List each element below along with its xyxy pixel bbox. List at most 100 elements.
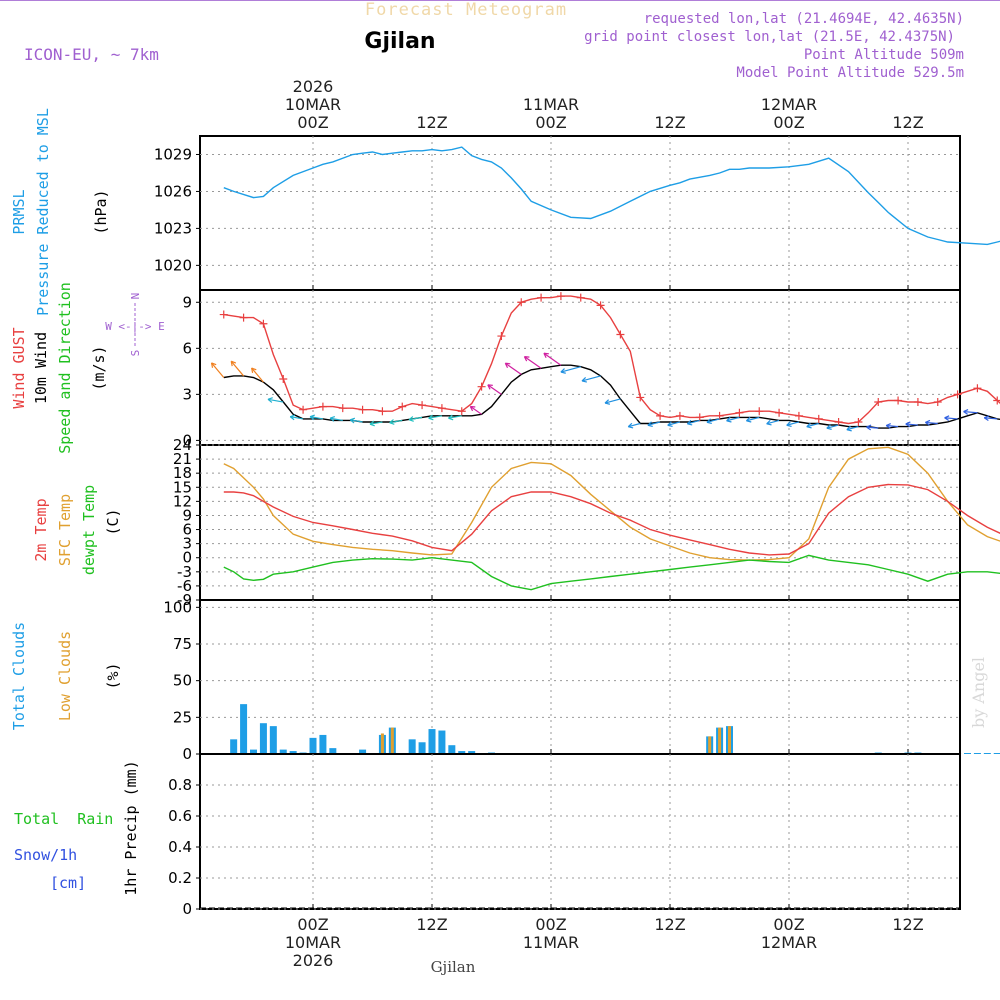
bottom-tick-00z-a: 00Z (297, 915, 328, 934)
wind-arrow-head (487, 384, 493, 390)
wind-direction-arrow (886, 424, 899, 428)
gust-marker (239, 313, 248, 322)
wind-arrow-head (389, 419, 395, 425)
top-tick-00z-c: 00Z (773, 113, 804, 132)
top-tick-12z-b: 12Z (654, 113, 685, 132)
y-tick-label: 0 (182, 431, 192, 449)
wind-arrow-head (230, 360, 237, 367)
gust-marker (259, 319, 268, 328)
gust-marker (279, 375, 288, 384)
y-tick-label: 0 (182, 900, 192, 918)
wind-arrow-head (826, 424, 832, 430)
wind-direction-arrow (925, 421, 938, 425)
wind-arrow-head (866, 424, 872, 431)
wind-unit: (m/s) (90, 345, 108, 390)
y-tick-label: 21 (173, 450, 192, 468)
wind-arrow-head (329, 416, 336, 422)
wind-direction-arrow (428, 415, 443, 419)
wind-direction-arrow (647, 421, 661, 426)
sfc-temp-label: SFC Temp (56, 494, 74, 566)
total-cloud-bar (259, 723, 267, 754)
top-tick-12z-c: 12Z (892, 113, 923, 132)
top-date-10mar: 10MAR (285, 95, 341, 114)
total-cloud-bar (993, 753, 1000, 754)
gust-marker (735, 408, 744, 417)
precip-unit: 1hr Precip (mm) (122, 760, 140, 895)
gust-marker (874, 398, 883, 407)
bottom-tick-12z-b: 12Z (654, 915, 685, 934)
total-cloud-bar (269, 726, 277, 754)
y-tick-label: 12 (173, 492, 192, 510)
wind-arrow-head (604, 399, 611, 405)
total-cloud-bar (329, 748, 337, 754)
gust-marker (695, 413, 704, 422)
top-tick-12z-a: 12Z (416, 113, 447, 132)
y-tick-label: -3 (177, 563, 192, 581)
wind-direction-arrow (984, 417, 998, 420)
gust-marker (338, 404, 347, 413)
wind-arrow-head (448, 414, 454, 421)
wind-direction-arrow (267, 398, 284, 403)
top-date-11mar: 11MAR (523, 95, 579, 114)
wind-direction-arrow (251, 367, 264, 383)
y-tick-label: 0.6 (168, 807, 192, 825)
wind-direction-arrow (786, 421, 800, 426)
gust-marker (418, 401, 427, 410)
wind-arrow-head (289, 414, 296, 421)
total-cloud-bar (230, 739, 238, 754)
wind-direction-arrow (628, 422, 641, 428)
total-cloud-bar (458, 751, 466, 754)
low-cloud-bar (390, 727, 394, 754)
wind-direction-arrow (350, 419, 363, 423)
gust-marker (775, 408, 784, 417)
total-cloud-bar (408, 739, 416, 754)
gust-marker (378, 407, 387, 416)
location-title: Gjilan (364, 29, 435, 54)
y-tick-label: -9 (177, 591, 192, 609)
gust-marker (834, 417, 843, 426)
low-cloud-bar (728, 726, 731, 754)
gust-marker (596, 301, 605, 310)
sfc-temp-line (223, 446, 1000, 561)
wind-direction-arrow (766, 419, 780, 425)
panel-frame (199, 135, 961, 291)
gust-label: Wind GUST (10, 327, 28, 408)
plot-layer: 10201023102610290369-9-6-303691215182124… (0, 0, 1000, 918)
y-tick-label: 50 (173, 672, 192, 690)
wind-direction-arrow (389, 419, 403, 424)
wind-direction-arrow (667, 421, 681, 426)
wind-arrow-head (543, 352, 549, 359)
credit-watermark: by Angel (969, 657, 988, 728)
wind-arrow-head (963, 409, 969, 415)
wind-arrow-head (349, 417, 356, 424)
low-cloud-bar (718, 727, 722, 754)
footer-location: Gjilan (431, 958, 476, 976)
y-tick-label: 9 (182, 293, 192, 311)
point-altitude: Point Altitude 509m (804, 47, 964, 63)
total-cloud-bar (279, 749, 287, 754)
y-tick-label: 1026 (154, 182, 192, 200)
prmsl-label: PRMSL (10, 189, 28, 234)
pressure-label: Pressure Reduced to MSL (34, 108, 52, 316)
wind-direction-arrow (504, 362, 522, 375)
requested-coords: requested lon,lat (21.4694E, 42.4635N) (644, 11, 964, 27)
pressure-unit: (hPa) (92, 189, 110, 234)
wind-direction-arrow (963, 410, 978, 414)
bottom-date-10mar: 10MAR (285, 933, 341, 952)
y-tick-label: 15 (173, 478, 192, 496)
wind-direction-arrow (604, 398, 621, 404)
wind-arrow-head (846, 425, 852, 432)
cloud-unit: (%) (104, 662, 122, 689)
gust-marker (537, 293, 546, 302)
snow-label: Snow/1h (14, 846, 77, 864)
gust-marker (219, 310, 228, 319)
wind-direction-arrow (846, 426, 859, 431)
gust-marker (517, 298, 526, 307)
wind-arrow-head (408, 416, 414, 422)
gust-marker (755, 407, 764, 416)
wind-direction-arrow (211, 362, 225, 378)
y-tick-label: 0 (182, 745, 192, 763)
wind-arrow-head (210, 362, 217, 368)
total-cloud-bar (319, 734, 327, 754)
top-year-label: 2026 (293, 77, 334, 96)
